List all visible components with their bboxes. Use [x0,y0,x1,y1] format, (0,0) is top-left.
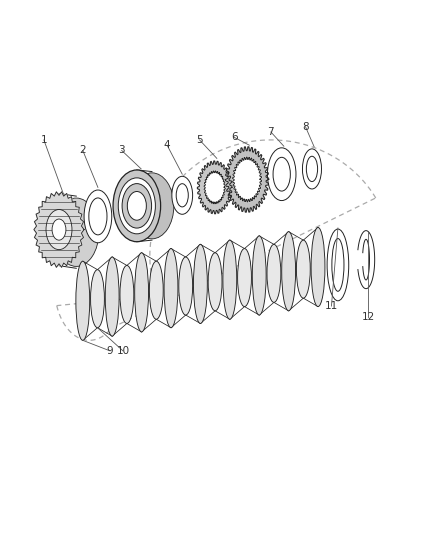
Polygon shape [226,147,269,212]
Text: 1: 1 [41,135,47,145]
Ellipse shape [89,198,107,235]
Text: 9: 9 [107,346,113,356]
Ellipse shape [332,239,344,292]
Ellipse shape [179,257,193,315]
Ellipse shape [46,209,72,249]
Ellipse shape [237,248,251,306]
Ellipse shape [311,228,325,306]
Ellipse shape [282,232,296,311]
Text: 8: 8 [302,122,309,132]
Ellipse shape [127,191,146,220]
Ellipse shape [176,184,188,207]
Ellipse shape [76,261,90,341]
Ellipse shape [297,240,310,298]
Ellipse shape [268,148,296,200]
Polygon shape [233,157,261,202]
Ellipse shape [118,178,155,234]
Polygon shape [198,161,232,214]
Ellipse shape [303,149,321,189]
Ellipse shape [130,173,174,239]
Ellipse shape [267,244,281,302]
Ellipse shape [120,265,134,324]
Text: 3: 3 [118,146,125,156]
Ellipse shape [208,253,222,311]
Ellipse shape [105,257,119,336]
Text: 5: 5 [196,135,203,145]
Text: 6: 6 [231,132,237,142]
Ellipse shape [149,261,163,319]
Ellipse shape [306,156,318,182]
Ellipse shape [91,270,104,328]
Ellipse shape [172,176,193,214]
Ellipse shape [194,244,207,324]
Polygon shape [34,192,84,268]
Text: 11: 11 [325,301,338,311]
Ellipse shape [164,248,178,328]
Ellipse shape [223,240,237,319]
Ellipse shape [273,157,290,191]
Text: 2: 2 [79,146,86,156]
Ellipse shape [113,170,161,241]
Text: 4: 4 [164,140,170,150]
Ellipse shape [52,219,66,240]
Ellipse shape [54,198,99,266]
Ellipse shape [134,253,148,332]
Ellipse shape [122,183,152,228]
Text: 7: 7 [268,127,274,137]
Ellipse shape [252,236,266,315]
Ellipse shape [84,190,112,243]
Text: 12: 12 [361,312,375,321]
Ellipse shape [327,229,349,301]
Polygon shape [204,171,225,204]
Text: 10: 10 [117,346,130,356]
